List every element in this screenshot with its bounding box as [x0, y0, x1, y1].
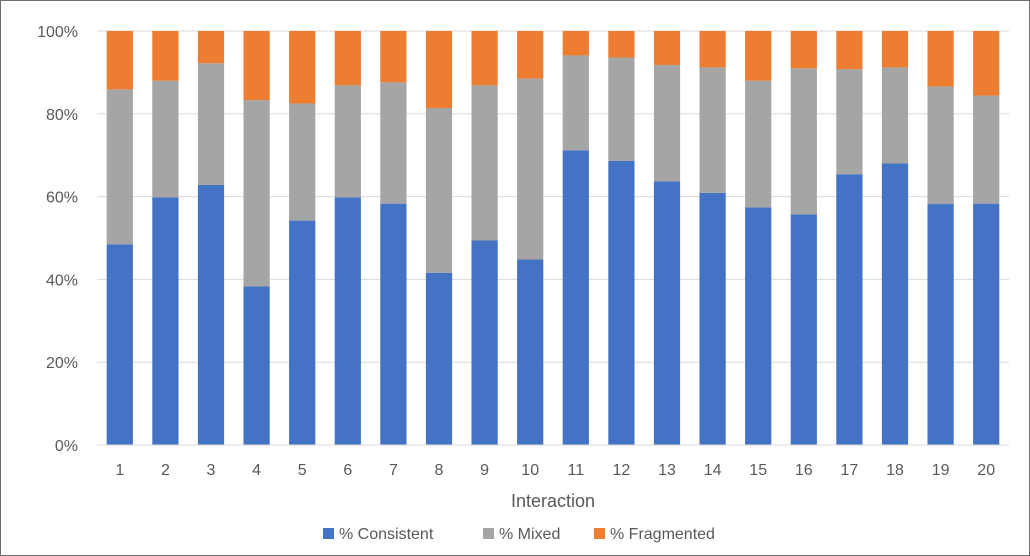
bar-segment — [425, 272, 453, 445]
x-tick-label: 6 — [343, 462, 352, 479]
bar-segment — [927, 31, 954, 87]
x-tick-label: 3 — [207, 462, 216, 479]
legend: % Consistent % Mixed % Fragmented — [323, 526, 715, 543]
bar-segment — [152, 80, 179, 198]
bar-segment — [197, 31, 225, 64]
x-tick-label: 5 — [298, 462, 307, 479]
legend-label: % Consistent — [339, 526, 434, 543]
x-tick-label: 16 — [795, 462, 813, 479]
bar-segment — [745, 207, 772, 445]
bar-segment — [425, 108, 453, 273]
legend-label: % Fragmented — [610, 526, 715, 543]
bar-segment — [973, 95, 1000, 204]
bar-segment — [380, 31, 407, 83]
legend-swatch — [323, 528, 334, 539]
bar-segment — [243, 100, 270, 287]
x-tick-label: 13 — [658, 462, 676, 479]
gridlines — [97, 30, 1009, 363]
x-tick-label: 9 — [480, 462, 489, 479]
bar-segment — [380, 82, 407, 204]
bar-segment — [653, 31, 681, 65]
bar-segment — [881, 31, 909, 68]
bar-segment — [927, 86, 954, 205]
x-tick-label: 20 — [977, 462, 995, 479]
x-tick-label: 10 — [521, 462, 539, 479]
bar-segment — [653, 181, 681, 446]
bar-segment — [653, 64, 681, 182]
bar-segment — [197, 63, 225, 186]
bar-segment — [881, 163, 909, 446]
x-axis-tick-labels: 1 2 3 4 5 6 7 8 9 10 11 12 13 14 15 16 17 18 19 20 — [115, 462, 995, 479]
bar-segment — [836, 31, 863, 70]
x-axis-title: Interaction — [511, 491, 595, 511]
bar-segment — [243, 286, 270, 445]
x-tick-label: 12 — [613, 462, 631, 479]
bar-segment — [471, 31, 498, 86]
bar-segment — [608, 160, 635, 445]
x-tick-label: 19 — [932, 462, 950, 479]
legend-label: % Mixed — [499, 526, 560, 543]
x-tick-label: 15 — [749, 462, 767, 479]
x-tick-label: 8 — [435, 462, 444, 479]
bar-segment — [790, 214, 817, 445]
bar-segment — [562, 55, 589, 151]
y-tick-label: 100% — [37, 24, 78, 41]
bar-segment — [243, 31, 270, 101]
bar-segment — [106, 31, 133, 90]
bar-segment — [471, 240, 498, 445]
bar-segment — [106, 244, 133, 445]
y-tick-label: 80% — [46, 107, 78, 124]
bar-segment — [471, 85, 498, 241]
bar-segment — [973, 203, 1000, 445]
bar-segment — [927, 204, 954, 445]
bar-segment — [562, 150, 589, 445]
bar-segment — [289, 31, 316, 104]
x-tick-label: 18 — [886, 462, 904, 479]
bar-segment — [745, 80, 772, 208]
bar-segment — [973, 31, 1000, 96]
bar-segment — [197, 185, 225, 445]
x-tick-label: 14 — [704, 462, 722, 479]
bar-segment — [152, 197, 179, 445]
bar-segment — [152, 31, 179, 81]
bar-segment — [836, 69, 863, 175]
x-tick-label: 11 — [567, 462, 584, 479]
bar-segment — [699, 31, 726, 68]
y-axis-tick-labels: 0% 20% 40% 60% 80% 100% — [37, 24, 78, 455]
legend-swatch — [594, 528, 605, 539]
bar-segment — [517, 259, 544, 445]
x-tick-label: 2 — [161, 462, 170, 479]
bar-segment — [608, 57, 635, 161]
bar-segment — [790, 68, 817, 215]
bar-segment — [334, 85, 361, 198]
x-tick-label: 17 — [841, 462, 859, 479]
bar-segment — [836, 174, 863, 445]
bar-segment — [334, 197, 361, 445]
bar-segment — [699, 67, 726, 193]
legend-swatch — [483, 528, 494, 539]
bar-segment — [289, 220, 316, 445]
x-tick-label: 1 — [115, 462, 124, 479]
bar-segment — [380, 203, 407, 445]
y-tick-label: 60% — [46, 190, 78, 207]
y-tick-label: 40% — [46, 272, 78, 289]
bar-segment — [881, 67, 909, 164]
bar-segment — [608, 31, 635, 58]
bar-segment — [517, 31, 544, 79]
y-tick-label: 20% — [46, 355, 78, 372]
x-tick-label: 7 — [389, 462, 398, 479]
bar-segment — [425, 31, 453, 109]
bar-segment — [790, 31, 817, 69]
bar-segment — [106, 89, 133, 245]
bars — [106, 31, 1000, 446]
bar-segment — [334, 31, 361, 86]
y-tick-label: 0% — [55, 438, 78, 455]
bar-segment — [699, 192, 726, 445]
bar-segment — [745, 31, 772, 81]
x-tick-label: 4 — [252, 462, 261, 479]
bar-segment — [289, 103, 316, 221]
bar-segment — [517, 78, 544, 260]
bar-segment — [562, 31, 589, 56]
